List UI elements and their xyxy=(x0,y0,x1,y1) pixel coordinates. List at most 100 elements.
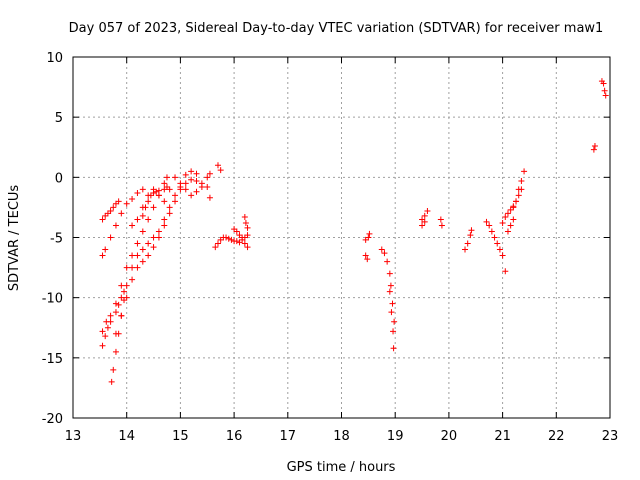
data-point-marker xyxy=(142,204,149,211)
data-point-marker xyxy=(204,183,211,190)
y-tick-label: -20 xyxy=(42,412,63,427)
data-point-marker xyxy=(166,204,173,211)
data-point-marker xyxy=(214,240,221,247)
data-point-marker xyxy=(118,282,125,289)
data-point-marker xyxy=(388,309,395,316)
data-point-marker xyxy=(424,208,431,215)
data-point-marker xyxy=(419,222,426,229)
data-point-marker xyxy=(161,198,168,205)
data-point-marker xyxy=(504,210,511,217)
chart-title: Day 057 of 2023, Sidereal Day-to-day VTE… xyxy=(69,21,604,36)
y-tick-label: 0 xyxy=(55,171,63,186)
data-point-marker xyxy=(421,212,428,219)
data-point-marker xyxy=(110,366,117,373)
data-point-marker xyxy=(145,216,152,223)
data-point-marker xyxy=(129,222,136,229)
data-point-marker xyxy=(112,300,119,307)
data-point-marker xyxy=(172,198,179,205)
data-point-marker xyxy=(121,288,128,295)
data-point-marker xyxy=(150,189,157,196)
data-point-marker xyxy=(99,252,106,259)
data-point-marker xyxy=(233,238,240,245)
data-point-marker xyxy=(139,212,146,219)
data-point-marker xyxy=(362,252,369,259)
data-point-marker xyxy=(139,228,146,235)
data-point-marker xyxy=(129,264,136,271)
data-point-marker xyxy=(491,234,498,241)
data-point-marker xyxy=(145,240,152,247)
data-point-marker xyxy=(129,276,136,283)
data-point-marker xyxy=(499,252,506,259)
data-point-marker xyxy=(212,244,219,251)
data-point-marker xyxy=(389,300,396,307)
data-point-marker xyxy=(464,240,471,247)
data-point-marker xyxy=(228,236,235,243)
grid xyxy=(73,57,610,418)
data-point-marker xyxy=(468,227,475,234)
data-point-marker xyxy=(112,309,119,316)
data-point-marker xyxy=(502,268,509,275)
data-point-marker xyxy=(486,222,493,229)
data-point-marker xyxy=(242,220,249,227)
data-point-marker xyxy=(241,214,248,221)
y-tick-label: -10 xyxy=(42,292,63,307)
data-point-marker xyxy=(381,250,388,257)
data-point-marker xyxy=(366,230,373,237)
data-point-marker xyxy=(118,312,125,319)
data-point-marker xyxy=(421,218,428,225)
data-point-marker xyxy=(244,232,251,239)
data-point-marker xyxy=(139,246,146,253)
x-tick-label: 19 xyxy=(387,429,404,444)
data-point-marker xyxy=(462,246,469,253)
y-tick-label: 5 xyxy=(55,111,63,126)
data-point-marker xyxy=(150,204,157,211)
data-point-marker xyxy=(239,234,246,241)
data-point-marker xyxy=(206,194,213,201)
data-point-marker xyxy=(591,143,598,150)
data-point-marker xyxy=(123,200,130,207)
data-point-marker xyxy=(225,235,232,242)
data-point-marker xyxy=(155,187,162,194)
data-points xyxy=(99,78,609,385)
data-point-marker xyxy=(134,189,141,196)
data-point-marker xyxy=(107,208,114,215)
data-point-marker xyxy=(166,210,173,217)
data-point-marker xyxy=(518,177,525,184)
data-point-marker xyxy=(107,312,114,319)
data-point-marker xyxy=(110,204,117,211)
data-point-marker xyxy=(496,246,503,253)
data-point-marker xyxy=(155,234,162,241)
data-point-marker xyxy=(134,216,141,223)
x-tick-label: 15 xyxy=(172,429,189,444)
data-point-marker xyxy=(102,333,109,340)
data-point-marker xyxy=(99,328,106,335)
data-point-marker xyxy=(502,214,509,221)
data-point-marker xyxy=(204,174,211,181)
data-point-marker xyxy=(123,264,130,271)
y-tick-label: -15 xyxy=(42,352,63,367)
data-point-marker xyxy=(507,222,514,229)
data-point-marker xyxy=(153,188,160,195)
data-point-marker xyxy=(601,87,608,94)
data-point-marker xyxy=(107,318,114,325)
data-point-marker xyxy=(182,186,189,193)
x-axis-label: GPS time / hours xyxy=(287,460,396,475)
data-point-marker xyxy=(134,240,141,247)
data-point-marker xyxy=(155,228,162,235)
data-point-marker xyxy=(193,188,200,195)
x-tick-label: 16 xyxy=(226,429,243,444)
data-point-marker xyxy=(161,216,168,223)
data-point-marker xyxy=(198,183,205,190)
data-point-marker xyxy=(437,216,444,223)
data-point-marker xyxy=(515,192,522,199)
data-point-marker xyxy=(600,80,607,87)
data-point-marker xyxy=(139,186,146,193)
x-tick-label: 21 xyxy=(494,429,511,444)
data-point-marker xyxy=(499,220,506,227)
data-point-marker xyxy=(177,186,184,193)
data-point-marker xyxy=(102,246,109,253)
x-tick-label: 22 xyxy=(548,429,565,444)
data-point-marker xyxy=(161,180,168,187)
data-point-marker xyxy=(172,174,179,181)
